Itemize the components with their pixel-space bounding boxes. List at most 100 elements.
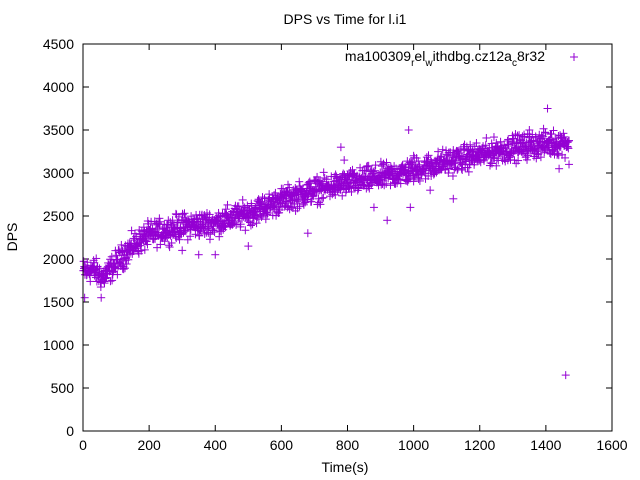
data-point — [511, 130, 520, 139]
data-point — [424, 151, 433, 160]
data-point — [464, 167, 473, 176]
data-point — [252, 219, 261, 228]
data-point-outlier — [97, 293, 106, 302]
data-point — [108, 276, 117, 285]
data-point — [168, 216, 177, 225]
data-point — [79, 257, 88, 266]
data-point — [370, 166, 379, 175]
data-point — [364, 161, 373, 170]
legend-label-part: ithdbg.cz12a — [433, 48, 513, 64]
data-point — [186, 232, 195, 241]
data-point — [523, 155, 532, 164]
data-point — [382, 158, 391, 167]
y-tick-label: 1000 — [43, 337, 74, 353]
y-tick-label: 1500 — [43, 294, 74, 310]
data-point — [486, 158, 495, 167]
data-point — [561, 153, 570, 162]
data-point — [489, 133, 498, 142]
data-point — [315, 198, 324, 207]
data-point — [365, 184, 374, 193]
data-point — [511, 143, 520, 152]
data-point — [113, 270, 122, 279]
data-point-outlier — [555, 164, 564, 173]
legend-label: ma100309relwithdbg.cz12ac8r32 — [345, 48, 545, 69]
data-point — [319, 168, 328, 177]
data-point-outlier — [340, 156, 349, 165]
data-point — [106, 277, 115, 286]
data-point — [565, 136, 574, 145]
data-point — [304, 189, 313, 198]
data-point — [261, 215, 270, 224]
data-point — [367, 165, 376, 174]
x-tick-label: 800 — [336, 437, 360, 453]
data-point-outlier — [336, 143, 345, 152]
data-point — [307, 197, 316, 206]
data-point — [195, 231, 204, 240]
data-point-outlier — [525, 126, 534, 134]
data-point — [215, 232, 224, 241]
data-point — [102, 273, 111, 282]
data-point — [541, 128, 550, 137]
data-point-outlier — [211, 250, 220, 259]
data-point — [504, 140, 513, 149]
data-point — [482, 133, 491, 142]
data-point — [223, 200, 232, 209]
data-point — [243, 201, 252, 210]
data-point — [231, 201, 240, 210]
data-point — [434, 147, 443, 156]
data-point — [559, 129, 568, 138]
y-tick-label: 3500 — [43, 122, 74, 138]
data-point — [314, 194, 323, 203]
data-point — [472, 139, 481, 148]
x-tick-label: 1200 — [464, 437, 495, 453]
data-point — [444, 169, 453, 178]
data-point — [232, 220, 241, 229]
data-point — [515, 131, 524, 140]
data-point — [514, 156, 523, 165]
data-point — [167, 238, 176, 247]
data-point — [93, 262, 102, 271]
data-point — [438, 145, 447, 154]
data-point — [386, 181, 395, 190]
data-point — [107, 252, 116, 261]
data-point — [282, 197, 291, 206]
legend-label-part: c — [512, 58, 517, 69]
legend: ma100309relwithdbg.cz12ac8r32 — [345, 48, 578, 69]
data-point — [221, 205, 230, 214]
data-point — [180, 209, 189, 218]
data-point-outlier — [565, 160, 574, 169]
x-axis-label: Time(s) — [322, 459, 369, 475]
data-point — [492, 161, 501, 170]
data-point — [553, 149, 562, 158]
data-point — [175, 235, 184, 244]
x-tick-label: 200 — [137, 437, 161, 453]
data-point — [263, 210, 272, 219]
data-point — [456, 158, 465, 167]
y-tick-label: 2500 — [43, 208, 74, 224]
data-point — [177, 229, 186, 238]
data-point — [382, 179, 391, 188]
data-point — [331, 190, 340, 199]
data-point — [143, 240, 152, 249]
x-tick-label: 600 — [270, 437, 294, 453]
data-point — [120, 264, 129, 273]
data-point — [101, 274, 110, 283]
data-point — [396, 179, 405, 188]
x-tick-label: 1400 — [530, 437, 561, 453]
x-tick-label: 400 — [204, 437, 228, 453]
data-point — [345, 184, 354, 193]
data-point — [320, 173, 329, 182]
data-point — [246, 221, 255, 230]
data-point — [404, 175, 413, 184]
data-point — [230, 218, 239, 227]
data-point — [448, 172, 457, 181]
y-tick-label: 4000 — [43, 79, 74, 95]
legend-marker-symbol — [570, 53, 578, 61]
legend-label-part: 8r32 — [517, 48, 545, 64]
data-point-outlier — [194, 250, 203, 259]
data-point — [260, 194, 269, 203]
data-point-outlier — [383, 216, 392, 225]
y-tick-label: 500 — [51, 380, 75, 396]
